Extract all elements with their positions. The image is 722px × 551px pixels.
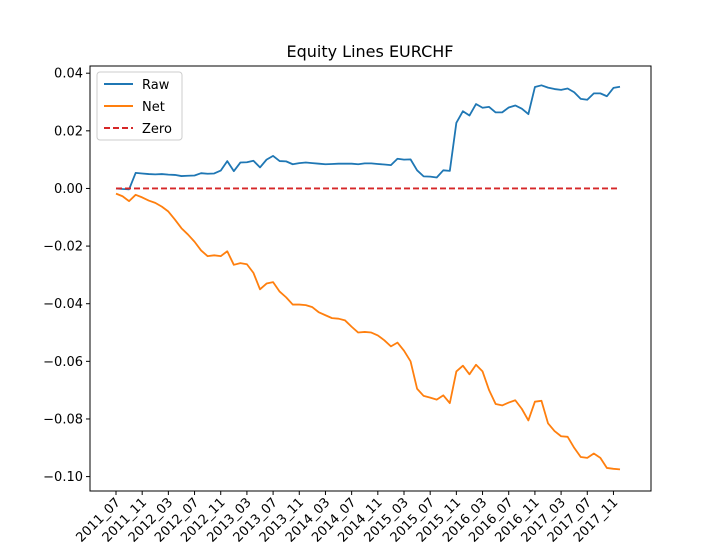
legend-zero-label: Zero [142, 122, 172, 137]
y-tick-label: −0.02 [43, 240, 83, 255]
chart-title: Equity Lines EURCHF [287, 42, 454, 61]
x-axis: 2011_072011_112012_032012_072012_112013_… [74, 491, 621, 546]
series-line-raw [115, 84, 621, 191]
y-tick-label: 0.04 [54, 67, 83, 82]
y-axis: 0.04 0.02 0.00 −0.02 −0.04 −0.06 −0.08 −0.10 [43, 67, 90, 485]
y-tick-label: −0.04 [43, 297, 83, 312]
y-tick-label: −0.10 [43, 470, 83, 485]
y-tick-label: 0.02 [54, 124, 83, 139]
legend: Raw Net Zero [96, 71, 183, 141]
plot-lines [115, 84, 621, 471]
legend-box [96, 71, 183, 141]
legend-raw-label: Raw [142, 78, 170, 93]
plot-frame [89, 65, 652, 492]
y-tick-label: −0.08 [43, 412, 83, 427]
y-tick-label: −0.06 [43, 355, 83, 370]
y-tick-label: 0.00 [54, 182, 83, 197]
series-line-net [115, 192, 621, 471]
legend-net-label: Net [142, 100, 165, 115]
